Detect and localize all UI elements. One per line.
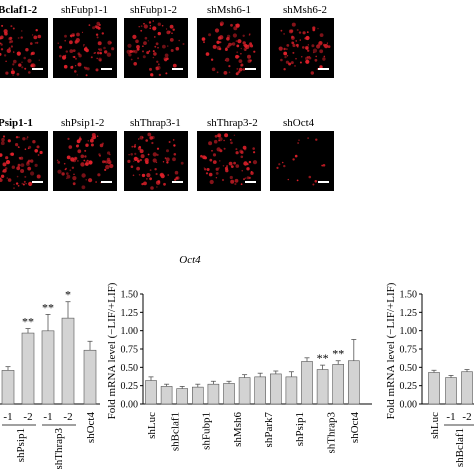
significance-mark: ** xyxy=(42,300,54,314)
micrograph-image xyxy=(0,18,48,78)
micrograph-label: shFubp1-1 xyxy=(61,4,109,16)
group-label: shPark7 xyxy=(263,412,275,448)
bar xyxy=(83,349,97,405)
scale-bar xyxy=(318,181,329,183)
category-label: -1 xyxy=(446,411,455,423)
scale-bar xyxy=(101,68,112,70)
bar xyxy=(285,376,298,405)
bar xyxy=(269,373,282,405)
category-label: -2 xyxy=(63,411,72,423)
micrograph-label: shMsh6-1 xyxy=(207,4,252,16)
y-tick-label: 0.50 xyxy=(400,363,418,374)
micrograph-image xyxy=(124,18,188,78)
bar xyxy=(223,383,235,405)
group-label: shLuc xyxy=(146,412,158,439)
bar xyxy=(145,380,157,405)
micrograph-image xyxy=(53,18,117,78)
group-label: shLuc xyxy=(429,412,441,439)
y-tick-label: 0.75 xyxy=(400,345,418,356)
micrograph-image xyxy=(270,18,334,78)
category-label: -2 xyxy=(462,411,471,423)
significance-mark: ** xyxy=(317,351,329,365)
micrograph-label: Psip1-1 xyxy=(0,117,33,129)
bar xyxy=(461,371,473,405)
bar xyxy=(316,369,329,405)
bar xyxy=(61,317,75,405)
scale-bar xyxy=(172,181,183,183)
y-tick-label: 0.00 xyxy=(121,400,139,411)
y-tick-label: 0.50 xyxy=(121,363,139,374)
bar xyxy=(347,360,360,405)
category-label: -1 xyxy=(3,411,12,423)
y-tick-label: 1.50 xyxy=(400,290,418,301)
micrograph-image xyxy=(53,131,117,191)
bar xyxy=(301,361,313,405)
bar xyxy=(21,332,35,405)
micrograph-image xyxy=(0,131,48,191)
micrograph-label: shThrap3-1 xyxy=(130,117,181,129)
category-label: -1 xyxy=(43,411,52,423)
bar xyxy=(332,364,345,405)
scale-bar xyxy=(32,68,43,70)
y-tick-label: 1.25 xyxy=(121,308,139,319)
y-tick-label: 0.75 xyxy=(121,345,139,356)
bar xyxy=(238,377,251,405)
micrograph-label: Bclaf1-2 xyxy=(0,4,38,16)
bar xyxy=(428,372,440,405)
y-tick-label: 0.25 xyxy=(121,381,139,392)
micrograph-image xyxy=(197,131,261,191)
y-tick-label: 1.00 xyxy=(121,326,139,337)
significance-mark: * xyxy=(65,288,71,302)
bar xyxy=(192,386,204,405)
y-tick-label: 0.00 xyxy=(400,400,418,411)
scale-bar xyxy=(172,68,183,70)
micrograph-image xyxy=(197,18,261,78)
y-tick-label: 1.50 xyxy=(121,290,139,301)
micrograph-label: shThrap3-2 xyxy=(207,117,258,129)
group-label: shThrap3 xyxy=(325,412,337,454)
bar xyxy=(1,370,15,405)
scale-bar xyxy=(245,181,256,183)
category-label: shOct4 xyxy=(85,412,97,444)
significance-mark: ** xyxy=(22,315,34,329)
bar xyxy=(176,388,188,405)
micrograph-image xyxy=(124,131,188,191)
scale-bar xyxy=(101,181,112,183)
group-label: shPsip1 xyxy=(15,428,27,462)
bar xyxy=(207,383,220,405)
micrograph-label: shPsip1-2 xyxy=(61,117,105,129)
bar xyxy=(445,377,457,405)
significance-mark: ** xyxy=(332,347,344,361)
micrograph-label: shOct4 xyxy=(283,117,315,129)
group-label: shThrap3 xyxy=(53,428,65,470)
group-label: shBclaf1 xyxy=(454,428,466,467)
chart-title: Oct4 xyxy=(179,254,201,266)
bar xyxy=(254,376,266,405)
micrograph-image xyxy=(270,131,334,191)
y-axis-label: Fold mRNA level (−LIF/+LIF) xyxy=(385,282,397,419)
scale-bar xyxy=(32,181,43,183)
micrograph-label: shFubp1-2 xyxy=(130,4,178,16)
group-label: shPsip1 xyxy=(294,412,306,446)
bar xyxy=(160,386,173,405)
micrograph-label: shMsh6-2 xyxy=(283,4,328,16)
category-label: -2 xyxy=(23,411,32,423)
scale-bar xyxy=(245,68,256,70)
group-label: shFubp1 xyxy=(201,412,213,450)
y-axis-label: Fold mRNA level (−LIF/+LIF) xyxy=(106,282,118,419)
y-tick-label: 1.25 xyxy=(400,308,418,319)
scale-bar xyxy=(318,68,329,70)
group-label: shBclaf1 xyxy=(169,412,181,451)
group-label: shOct4 xyxy=(349,412,361,444)
y-tick-label: 0.25 xyxy=(400,381,418,392)
bar xyxy=(41,330,55,405)
group-label: shMsh6 xyxy=(232,412,244,447)
y-tick-label: 1.00 xyxy=(400,326,418,337)
